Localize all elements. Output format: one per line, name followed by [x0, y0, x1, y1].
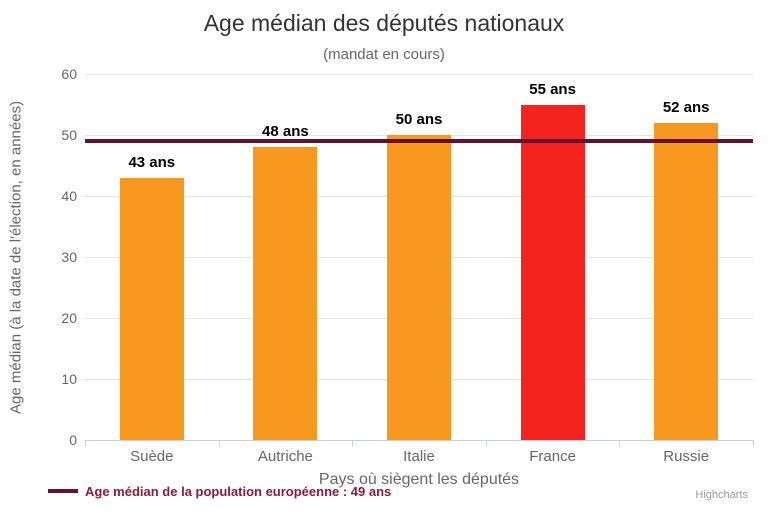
chart-subtitle: (mandat en cours)	[323, 46, 445, 63]
y-axis-tick-label: 30	[61, 249, 77, 265]
x-axis-tick	[619, 440, 621, 446]
bar-data-label: 52 ans	[662, 98, 710, 116]
x-axis-category-label: Russie	[663, 448, 710, 465]
x-axis-category-label: Suède	[130, 448, 174, 465]
highcharts-credits-link[interactable]: Highcharts	[695, 489, 748, 501]
plot-line-european-median	[85, 139, 753, 144]
x-axis-title: Pays où siègent les députés	[318, 471, 520, 488]
y-axis-tick-label: 40	[61, 188, 77, 204]
bar-russie[interactable]	[654, 122, 719, 440]
bar-data-label: 43 ans	[128, 153, 176, 171]
y-axis-tick-label: 60	[61, 66, 77, 82]
legend-line-swatch	[48, 489, 78, 493]
x-axis-tick	[485, 440, 487, 446]
legend-label: Age médian de la population européenne :…	[85, 483, 392, 499]
y-axis-tick-label: 10	[61, 371, 77, 387]
x-axis-category-label: France	[529, 448, 576, 465]
chart-title: Age médian des députés nationaux	[203, 10, 565, 36]
x-axis-line	[85, 440, 753, 441]
legend-item-population-median[interactable]: Age médian de la population européenne :…	[48, 483, 392, 499]
x-axis-category-label: Autriche	[257, 448, 313, 465]
y-axis-tick-label: 0	[69, 432, 77, 448]
x-axis-tick	[352, 440, 354, 446]
y-axis-tick-label: 20	[61, 310, 77, 326]
bar-data-label: 48 ans	[262, 123, 309, 141]
bar-data-label: 50 ans	[395, 111, 443, 128]
bar-suède[interactable]	[119, 177, 184, 440]
x-axis-tick	[753, 440, 754, 446]
bar-italie[interactable]	[387, 135, 451, 440]
x-axis-tick	[85, 440, 86, 446]
bar-data-label: 55 ans	[529, 80, 576, 98]
y-axis-tick-label: 50	[61, 127, 77, 143]
x-axis-category-label: Italie	[403, 448, 435, 465]
x-axis-tick	[218, 440, 220, 446]
bar-france[interactable]	[520, 104, 585, 440]
y-gridline	[85, 74, 753, 75]
bar-autriche[interactable]	[253, 147, 318, 440]
